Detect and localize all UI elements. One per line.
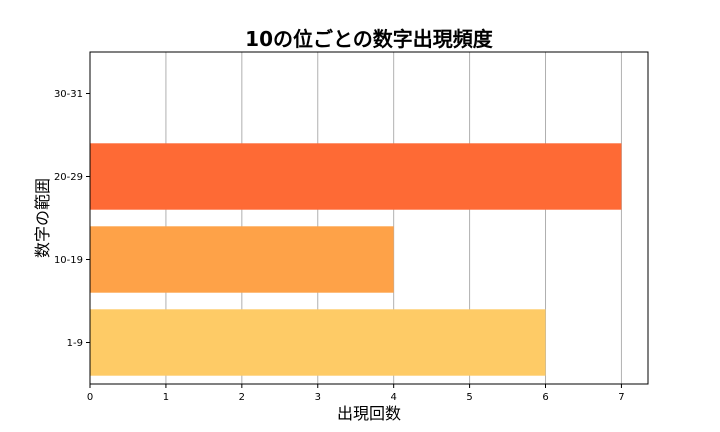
y-tick-label: 1-9 [67,338,83,349]
y-tick-label: 20-29 [54,172,83,183]
x-tick-label: 0 [87,392,93,403]
x-tick-label: 4 [390,392,396,403]
bar-1-9 [90,309,546,376]
bars [90,143,622,376]
x-tick-label: 7 [618,392,624,403]
y-axis-label: 数字の範囲 [33,178,52,258]
y-axis-ticks: 1-9 10-19 20-29 30-31 [54,89,90,349]
x-tick-label: 3 [315,392,321,403]
y-tick-label: 30-31 [54,89,83,100]
bar-10-19 [90,226,394,293]
grid-lines [89,52,622,384]
bar-20-29 [90,143,622,210]
x-axis-ticks: 0 1 2 3 4 5 6 7 [87,384,625,403]
chart-title: 10の位ごとの数字出現頻度 [245,27,494,51]
x-tick-label: 1 [163,392,169,403]
x-tick-label: 6 [542,392,548,403]
plot-frame [89,51,649,385]
y-tick-label: 10-19 [54,255,83,266]
x-axis-label: 出現回数 [337,404,401,423]
x-tick-label: 2 [239,392,245,403]
x-tick-label: 5 [466,392,472,403]
